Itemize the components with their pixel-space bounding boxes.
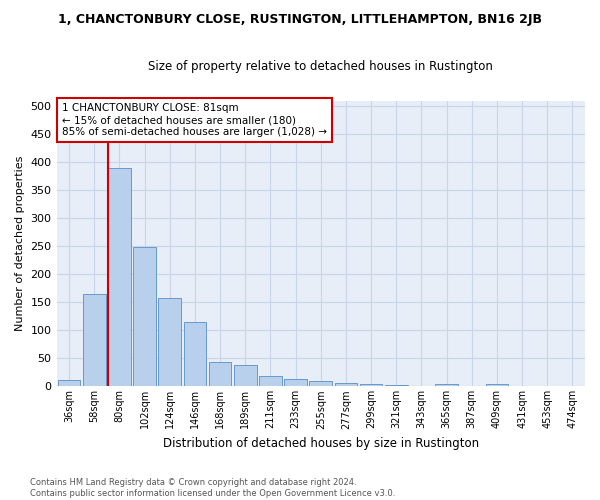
- Bar: [435, 384, 458, 386]
- Bar: [284, 378, 307, 386]
- Bar: [133, 248, 156, 386]
- Bar: [259, 376, 282, 386]
- Bar: [335, 383, 357, 386]
- Bar: [310, 382, 332, 386]
- Bar: [209, 362, 232, 386]
- Text: 1 CHANCTONBURY CLOSE: 81sqm
← 15% of detached houses are smaller (180)
85% of se: 1 CHANCTONBURY CLOSE: 81sqm ← 15% of det…: [62, 104, 327, 136]
- Bar: [83, 294, 106, 386]
- Bar: [158, 298, 181, 386]
- Bar: [58, 380, 80, 386]
- Text: Contains HM Land Registry data © Crown copyright and database right 2024.
Contai: Contains HM Land Registry data © Crown c…: [30, 478, 395, 498]
- Bar: [184, 322, 206, 386]
- Bar: [108, 168, 131, 386]
- Text: 1, CHANCTONBURY CLOSE, RUSTINGTON, LITTLEHAMPTON, BN16 2JB: 1, CHANCTONBURY CLOSE, RUSTINGTON, LITTL…: [58, 12, 542, 26]
- Bar: [360, 384, 382, 386]
- X-axis label: Distribution of detached houses by size in Rustington: Distribution of detached houses by size …: [163, 437, 479, 450]
- Title: Size of property relative to detached houses in Rustington: Size of property relative to detached ho…: [148, 60, 493, 73]
- Y-axis label: Number of detached properties: Number of detached properties: [15, 156, 25, 331]
- Bar: [234, 364, 257, 386]
- Bar: [385, 384, 407, 386]
- Bar: [485, 384, 508, 386]
